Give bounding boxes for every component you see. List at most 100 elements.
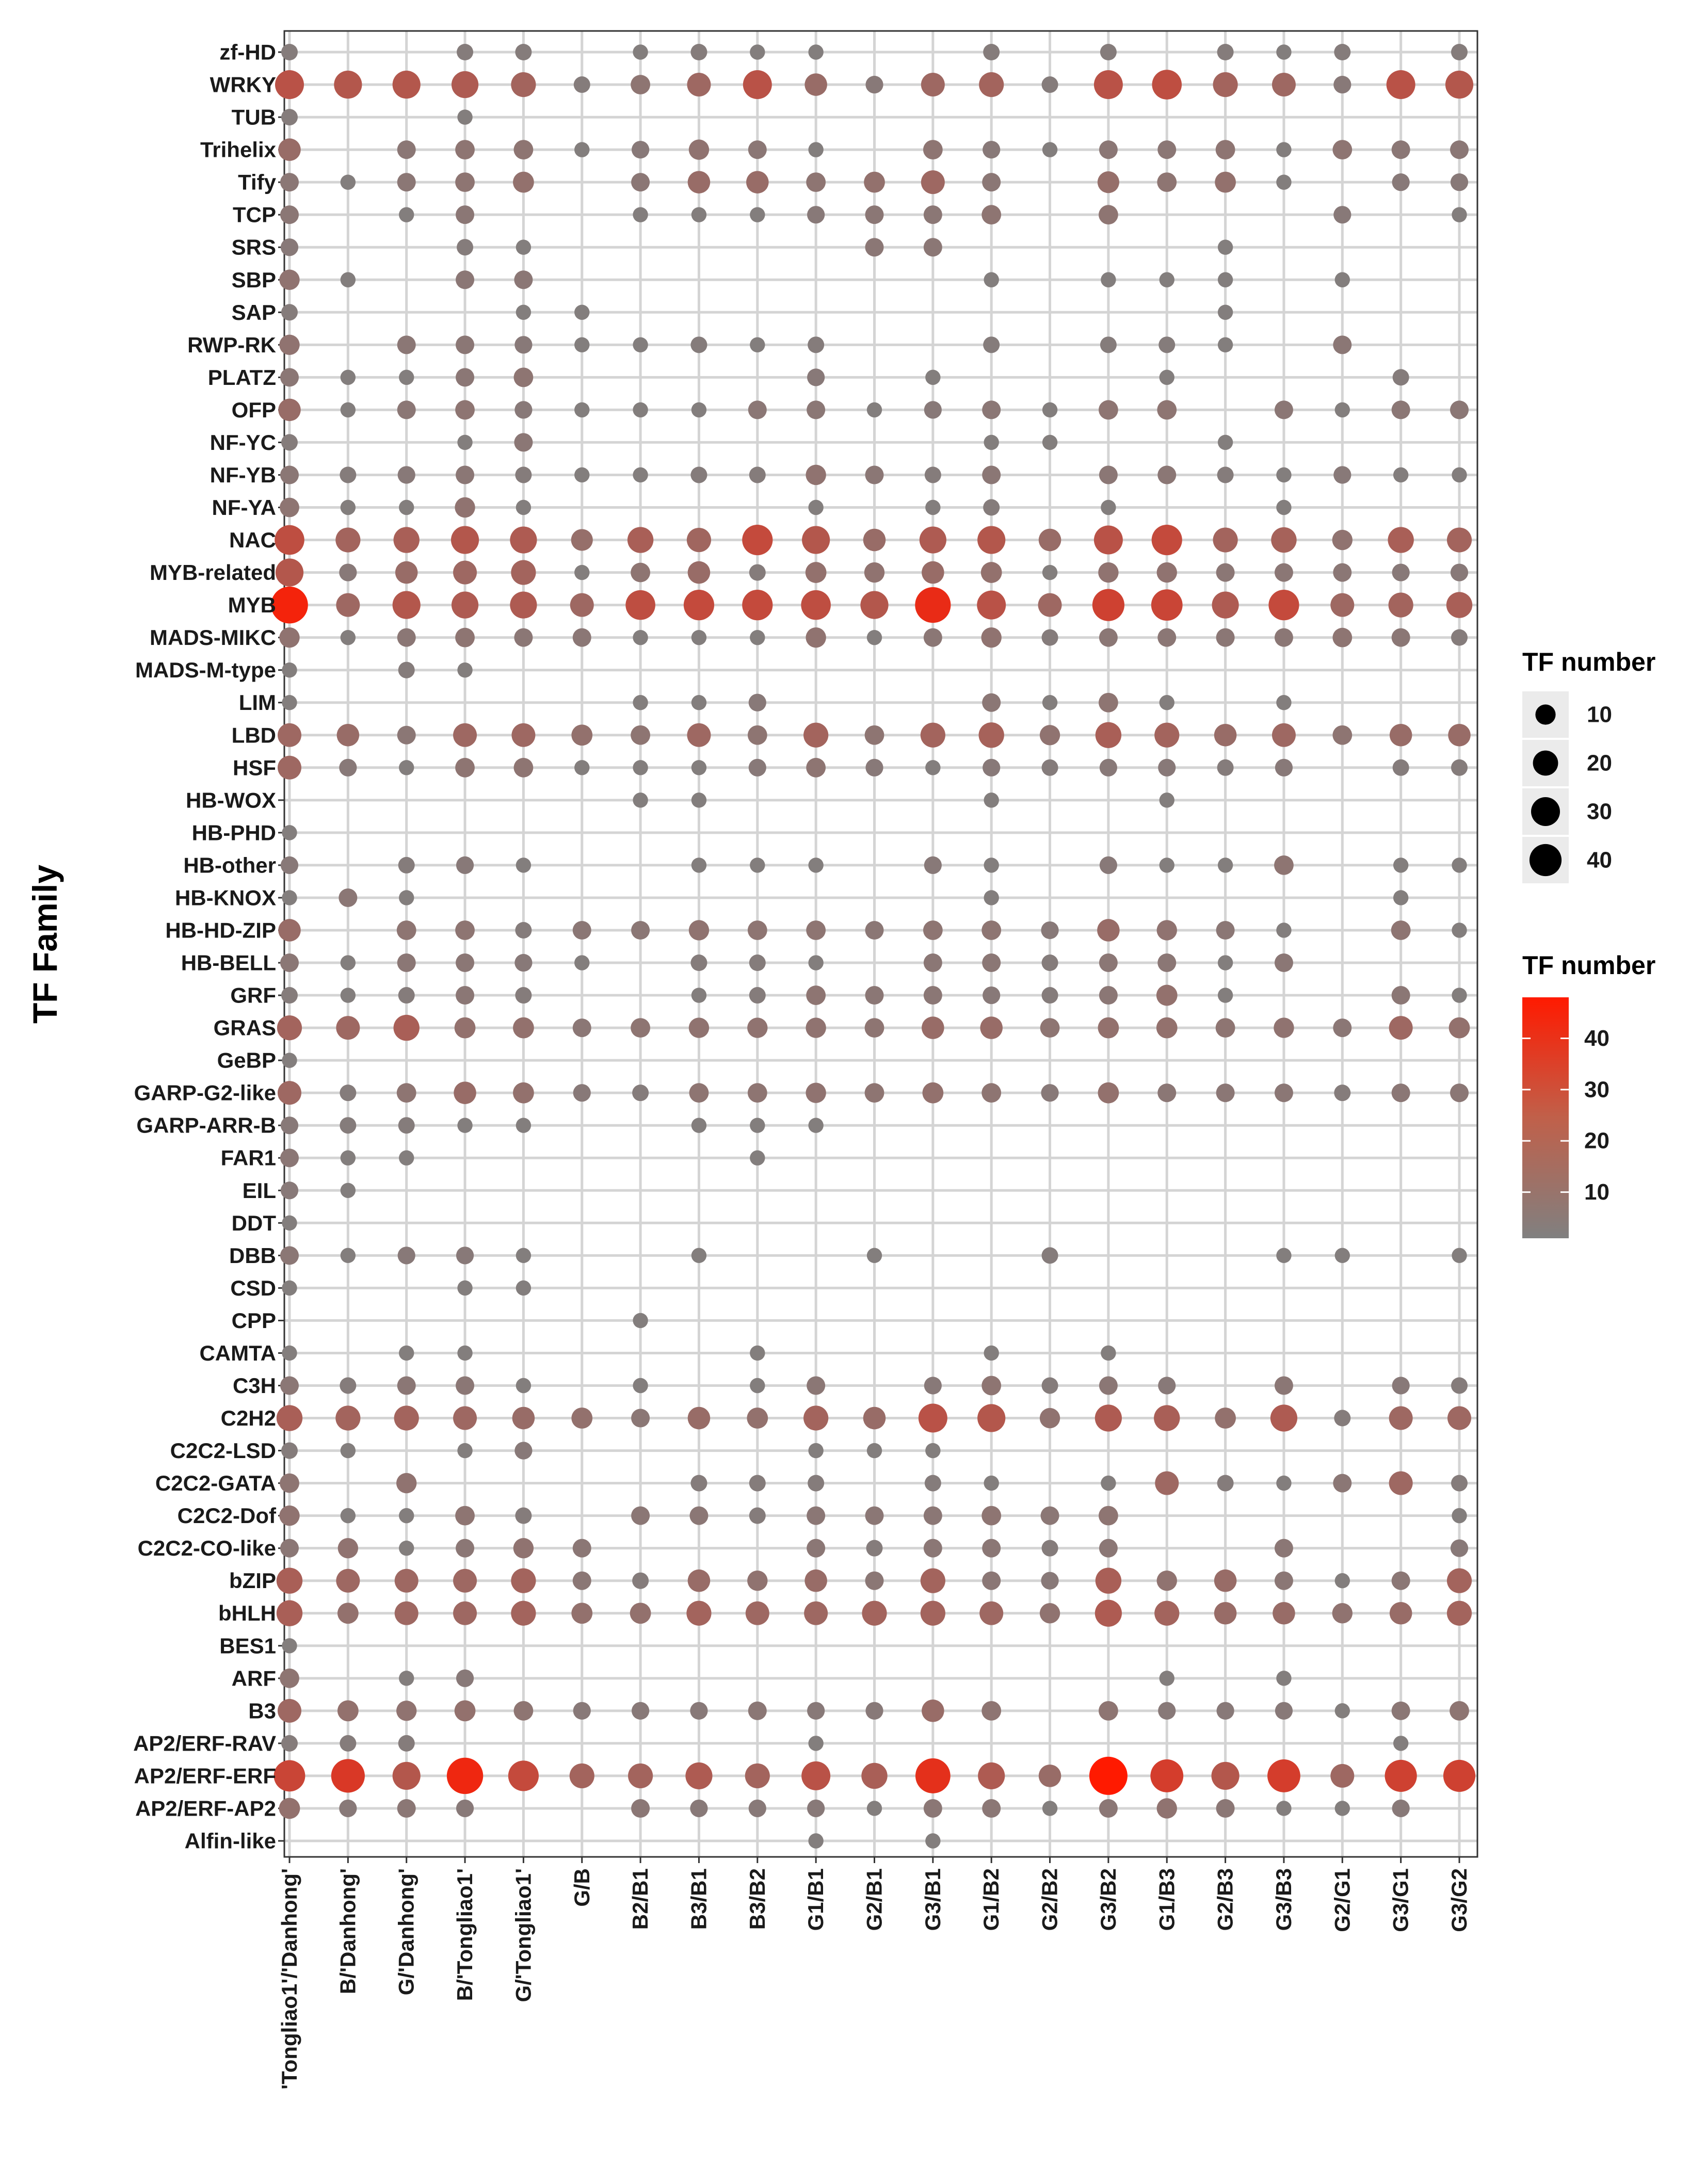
x-tick-label: G1/B1: [803, 1868, 828, 1931]
point-TCP-'Tongliao1'/'Danhong': [280, 205, 299, 224]
point-GRAS-G/'Tongliao1': [513, 1017, 534, 1039]
point-NF-YC-G2/B3: [1217, 434, 1233, 450]
point-FAR1-B3/B2: [750, 1150, 765, 1166]
point-NF-YB-G2/B3: [1217, 466, 1234, 483]
point-C2C2-Dof-G2/B1: [865, 1506, 884, 1525]
point-HB-other-G3/G1: [1393, 858, 1409, 873]
point-GRF-G1/B3: [1156, 984, 1178, 1006]
point-C2C2-Dof-G/'Tongliao1': [515, 1507, 532, 1524]
point-OFP-G1/B2: [982, 400, 1001, 419]
point-WRKY-G/B: [573, 76, 590, 93]
point-RWP-RK-G2/B3: [1217, 337, 1233, 353]
point-zf-HD-G2/G1: [1334, 44, 1351, 60]
point-WRKY-G/'Danhong': [392, 70, 421, 99]
point-HB-WOX-G1/B2: [984, 792, 999, 808]
point-C2H2-G1/B1: [803, 1405, 829, 1431]
point-HB-other-G/'Tongliao1': [516, 858, 532, 873]
point-SRS-'Tongliao1'/'Danhong': [280, 238, 299, 256]
point-MYB-G3/G1: [1388, 592, 1413, 618]
point-Trihelix-B/'Tongliao1': [455, 140, 475, 160]
x-tick-label: B3/B2: [745, 1868, 769, 1930]
point-GARP-ARR-B-B/'Tongliao1': [457, 1118, 473, 1133]
point-MYB-related-G3/G2: [1450, 563, 1469, 581]
point-B3-G2/B3: [1216, 1702, 1234, 1720]
point-MYB-related-G/B: [574, 564, 590, 580]
point-bHLH-G3/B3: [1273, 1601, 1295, 1625]
point-Trihelix-B3/B1: [688, 139, 710, 160]
point-LBD-'Tongliao1'/'Danhong': [278, 723, 301, 747]
point-AP2/ERF-ERF-G2/B1: [861, 1762, 888, 1789]
point-DBB-G2/G1: [1334, 1248, 1350, 1264]
point-MYB-related-B/'Tongliao1': [453, 560, 477, 585]
y-tick-label: C3H: [233, 1373, 276, 1398]
point-RWP-RK-B3/B2: [750, 337, 765, 353]
point-TCP-G2/G1: [1333, 206, 1351, 224]
size-legend-label: 10: [1587, 702, 1612, 727]
point-WRKY-G2/B3: [1213, 72, 1238, 98]
point-Trihelix-G1/B3: [1157, 140, 1177, 159]
x-tick-label: G2/B2: [1038, 1868, 1062, 1931]
point-MYB-G3/B1: [915, 587, 951, 623]
point-bZIP-G/'Danhong': [394, 1568, 419, 1593]
point-GRF-'Tongliao1'/'Danhong': [281, 987, 298, 1004]
point-MYB-related-G2/B1: [864, 562, 885, 583]
point-C2C2-LSD-G3/B1: [925, 1443, 941, 1459]
point-Tify-G/'Tongliao1': [513, 171, 534, 193]
point-WRKY-G3/B3: [1272, 73, 1296, 97]
point-Tify-G3/B1: [921, 170, 945, 195]
point-C2C2-LSD-'Tongliao1'/'Danhong': [281, 1442, 298, 1459]
point-LIM-G2/B2: [1042, 695, 1058, 710]
point-GRF-G3/G2: [1452, 988, 1467, 1003]
point-bHLH-G1/B2: [979, 1601, 1004, 1625]
point-ARF-G1/B3: [1159, 1671, 1174, 1686]
point-GARP-ARR-B-G1/B1: [808, 1118, 824, 1133]
point-LIM-'Tongliao1'/'Danhong': [282, 695, 297, 710]
point-CAMTA-G3/B2: [1101, 1345, 1116, 1361]
point-GRAS-G/'Danhong': [393, 1014, 420, 1041]
point-Trihelix-G1/B1: [808, 142, 824, 157]
point-LBD-B/'Tongliao1': [453, 723, 477, 747]
point-Trihelix-G2/G1: [1332, 140, 1353, 160]
y-tick-label: PLATZ: [208, 365, 276, 390]
point-DBB-G2/B1: [866, 1248, 882, 1264]
point-bZIP-B/'Danhong': [336, 1568, 360, 1593]
point-HB-BELL-G/B: [574, 955, 590, 970]
point-MYB-B3/B2: [742, 590, 773, 621]
point-GARP-G2-like-G2/B3: [1216, 1083, 1235, 1103]
point-MYB-B3/B1: [683, 590, 715, 621]
point-HSF-G2/B2: [1041, 759, 1058, 776]
point-OFP-B3/B2: [748, 400, 767, 419]
point-MADS-MIKC-G1/B1: [806, 627, 826, 648]
point-PLATZ-G1/B1: [807, 368, 825, 386]
point-RWP-RK-G1/B2: [983, 336, 1000, 353]
point-C2C2-CO-like-G3/B2: [1099, 1539, 1118, 1558]
point-GRAS-B3/B1: [688, 1017, 710, 1038]
point-NF-YB-G3/B1: [924, 466, 941, 483]
y-tick-label: OFP: [232, 398, 276, 422]
point-NAC-'Tongliao1'/'Danhong': [275, 525, 304, 555]
point-C2H2-B/'Tongliao1': [453, 1406, 477, 1430]
point-MYB-G2/B2: [1038, 593, 1062, 617]
point-zf-HD-B2/B1: [633, 44, 648, 60]
point-AP2/ERF-RAV-B/'Danhong': [340, 1735, 357, 1752]
point-HB-WOX-B2/B1: [633, 792, 648, 808]
point-MADS-M-type-G/'Danhong': [398, 661, 415, 678]
point-C2H2-B3/B1: [687, 1406, 711, 1430]
point-GARP-G2-like-B3/B2: [747, 1083, 767, 1103]
point-OFP-G3/B3: [1274, 400, 1293, 419]
point-C2C2-CO-like-'Tongliao1'/'Danhong': [280, 1539, 299, 1558]
y-tick-label: HB-PHD: [192, 820, 276, 845]
point-NAC-G/'Danhong': [393, 527, 420, 553]
point-LBD-G/'Danhong': [397, 725, 416, 745]
point-Tify-G3/G1: [1392, 173, 1410, 191]
point-HB-HD-ZIP-B3/B2: [747, 920, 767, 940]
point-MADS-MIKC-B3/B1: [691, 629, 707, 645]
point-WRKY-G1/B1: [804, 73, 827, 96]
x-tick-label: G3/G2: [1447, 1868, 1471, 1932]
point-C2C2-GATA-G1/B2: [984, 1475, 999, 1491]
point-GRAS-G3/B1: [922, 1016, 944, 1039]
point-TCP-B/'Tongliao1': [456, 205, 475, 224]
point-NAC-G3/B2: [1093, 525, 1123, 555]
point-bZIP-G3/B1: [920, 1568, 945, 1593]
point-MADS-MIKC-G2/B2: [1041, 629, 1058, 646]
